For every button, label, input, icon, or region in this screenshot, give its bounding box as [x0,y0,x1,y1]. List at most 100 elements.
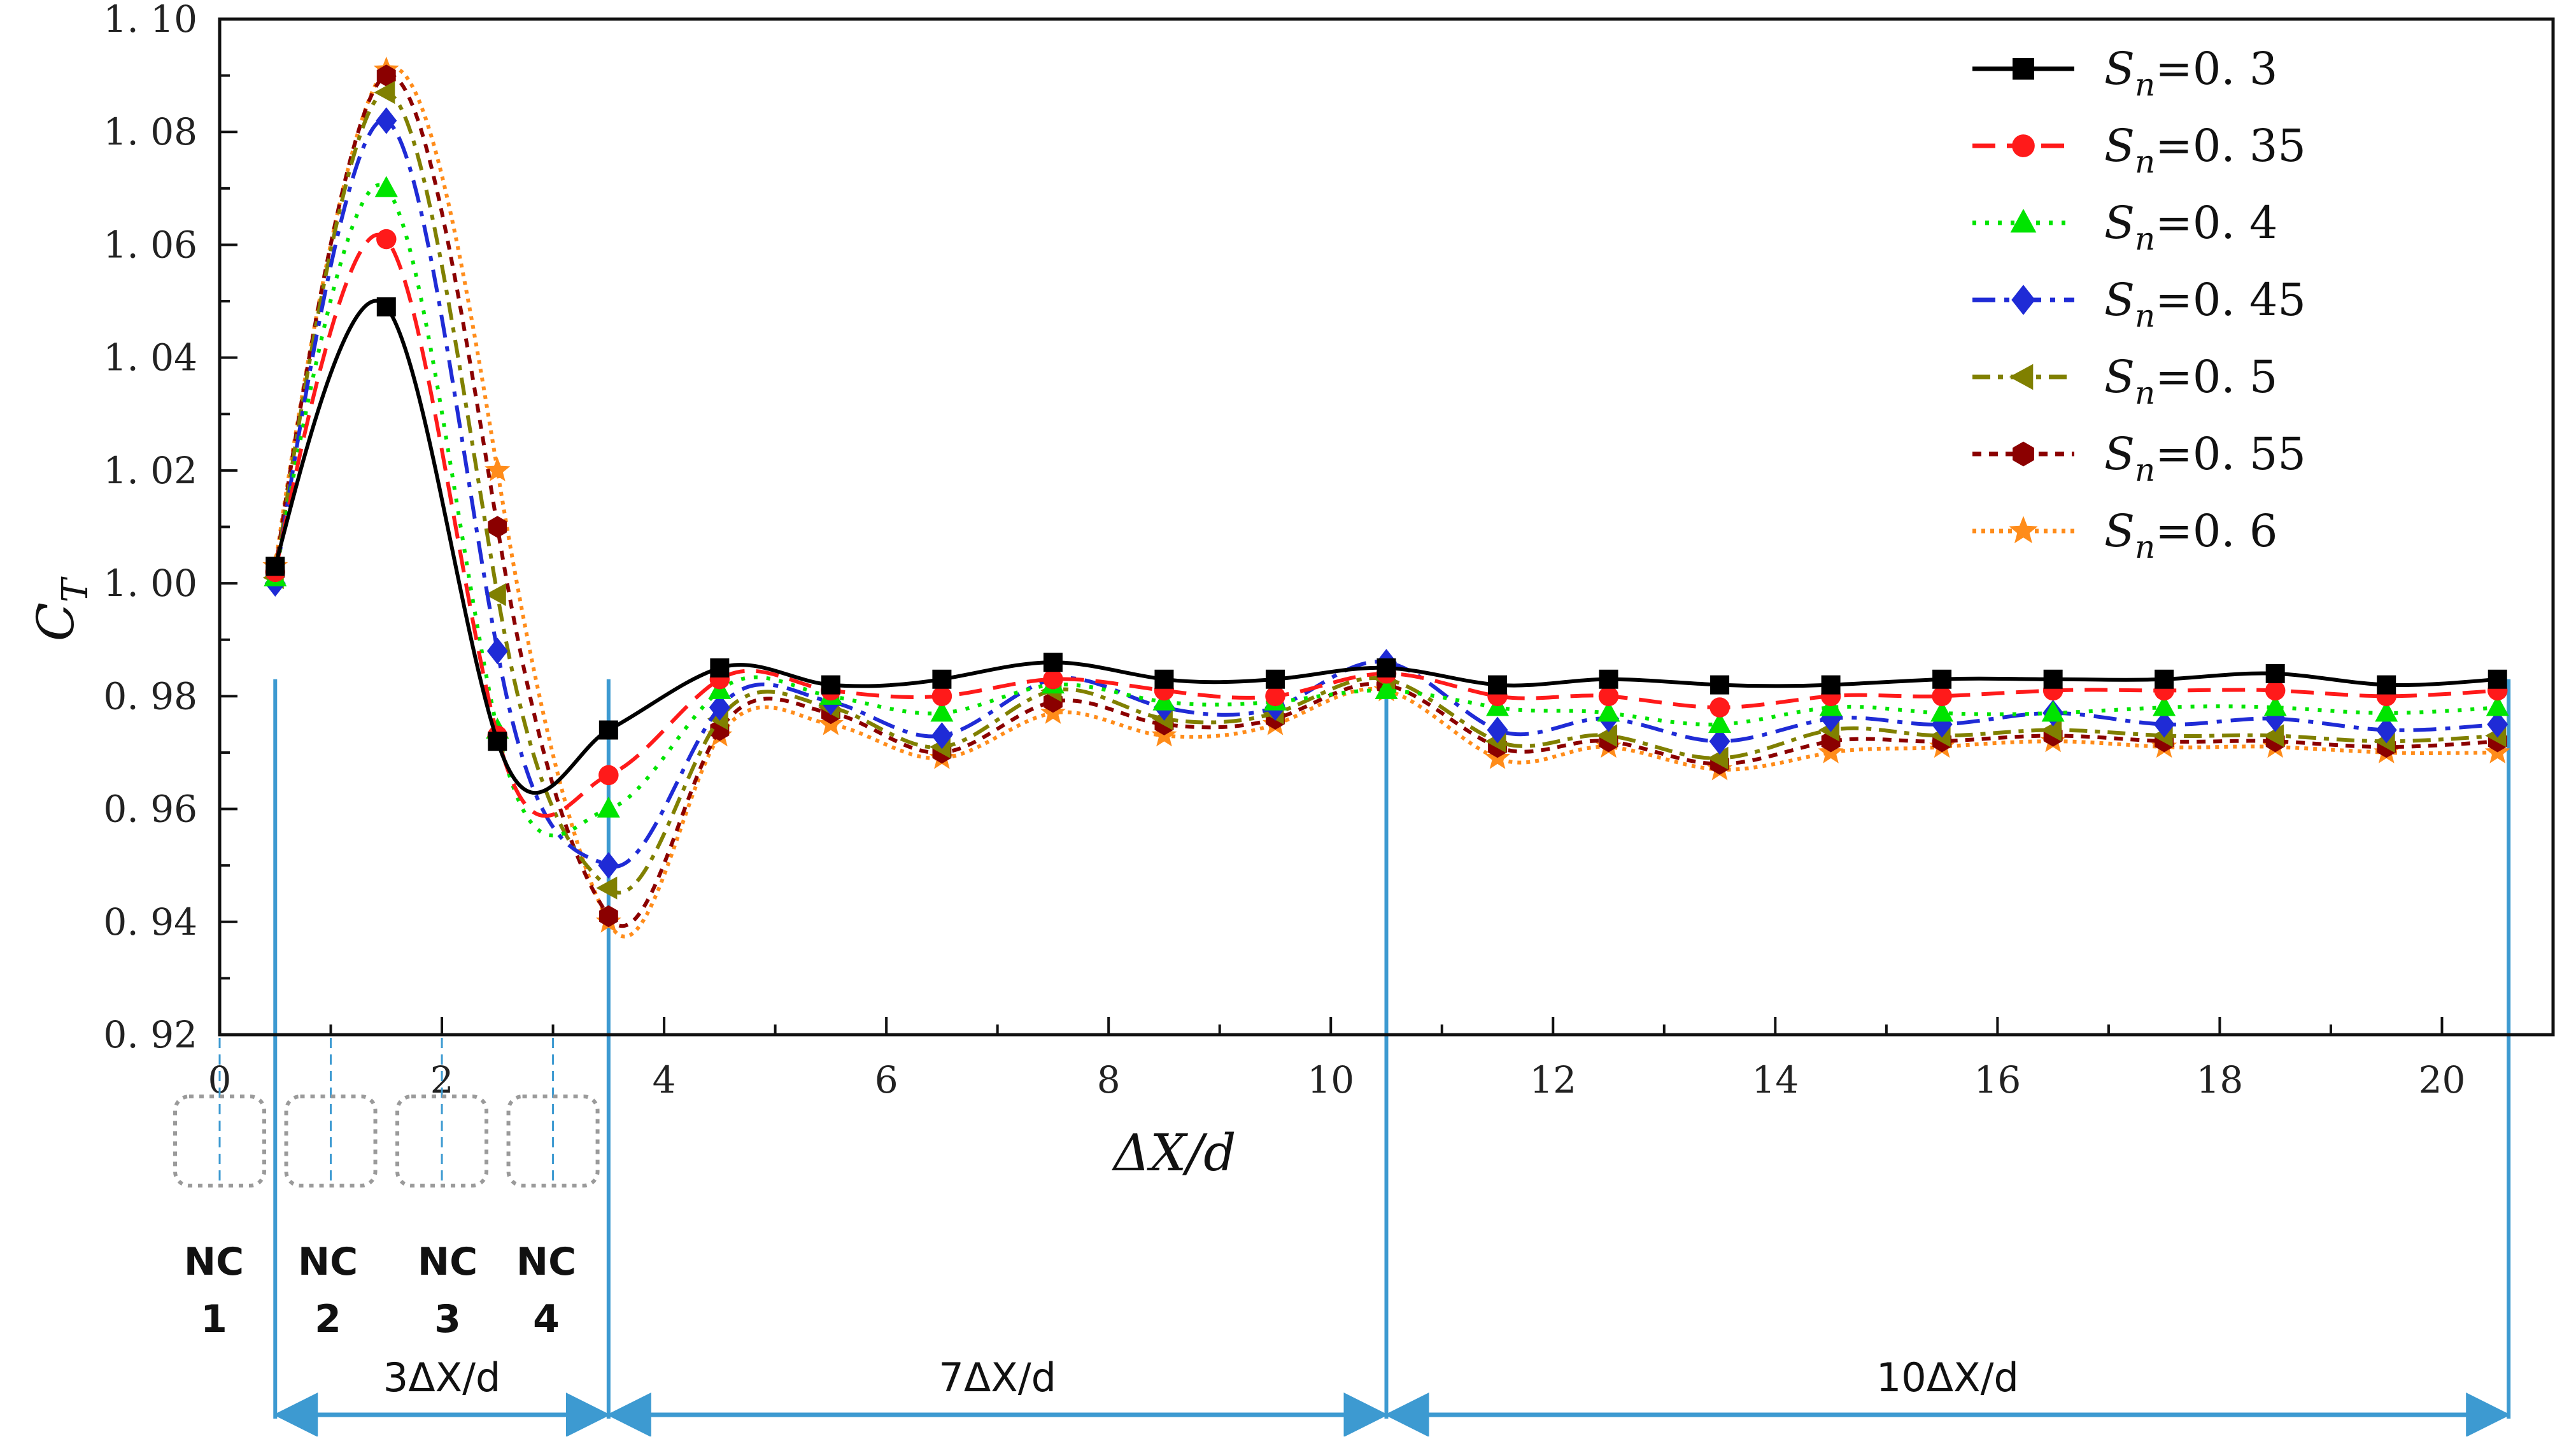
data-point-diamond [2153,711,2175,738]
data-point-diamond [486,637,508,665]
data-point-triangle [2010,208,2037,233]
legend-label-value: =0. 6 [2155,505,2277,557]
data-point-diamond [2011,285,2035,315]
legend-label-subscript: n [2135,220,2155,257]
legend-label-symbol: S [2104,120,2135,172]
legend-label-value: =0. 35 [2155,120,2306,172]
legend-label: Sn=0. 5 [2104,351,2277,411]
data-point-square [710,658,730,678]
legend-label-symbol: S [2104,43,2135,95]
legend-label-symbol: S [2104,351,2135,403]
data-point-square [1710,675,1730,695]
data-point-diamond [2487,711,2509,738]
data-point-triangle-left [374,81,395,104]
data-point-triangle-left [596,876,618,900]
data-point-square [2013,58,2034,80]
data-point-triangle [1597,700,1620,722]
data-point-diamond [1709,728,1730,755]
y-tick-label: 1. 02 [103,449,197,492]
data-point-circle [1709,697,1730,718]
data-point-triangle [2375,700,2398,722]
data-point-square [1154,669,1174,689]
legend-label-symbol: S [2104,197,2135,249]
data-point-square [1599,669,1618,689]
y-tick-label: 1. 08 [103,110,197,153]
y-tick-label: 0. 98 [103,674,197,718]
data-point-square [2377,675,2396,695]
series-line [273,66,2498,939]
legend-label-subscript: n [2135,297,2155,334]
data-point-triangle [2263,695,2287,716]
legend-label: Sn=0. 55 [2104,428,2306,488]
legend-label-value: =0. 5 [2155,351,2277,403]
data-point-triangle [1375,677,1398,699]
data-point-square [2488,669,2507,689]
data-point-diamond [1487,716,1508,744]
legend-label-symbol: S [2104,274,2135,326]
data-point-circle [1598,686,1619,707]
data-point-square [376,297,396,316]
data-point-circle [598,765,619,786]
y-tick-label: 1. 00 [103,562,197,605]
data-point-square [488,732,507,751]
nacelle-box [506,1095,600,1187]
data-point-square [2043,669,2063,689]
data-point-square [1043,653,1063,672]
legend-label-subscript: n [2135,66,2155,103]
nacelle-label-line2: 2 [315,1297,341,1342]
data-point-diamond [376,107,397,134]
legend-label-value: =0. 3 [2155,43,2277,95]
y-tick-label: 0. 92 [103,1013,197,1056]
nacelle-label-line1: NC [418,1240,478,1284]
data-point-triangle [2486,695,2509,716]
y-tick-label: 1. 10 [103,0,197,41]
data-point-hexagon [488,516,507,538]
data-point-square [598,720,618,740]
legend-label: Sn=0. 6 [2104,505,2277,565]
y-axis-title: CT [26,576,96,641]
nacelle-label-line1: NC [516,1240,576,1284]
data-point-triangle-left [1596,724,1618,748]
data-point-circle [2265,680,2286,701]
data-point-square [1265,669,1285,689]
legend-label: Sn=0. 35 [2104,120,2306,180]
nacelle-label-line2: 4 [533,1297,560,1342]
data-point-triangle-left [1707,746,1729,770]
y-tick-label: 0. 96 [103,788,197,831]
nacelle-label-line1: NC [184,1240,244,1284]
data-point-triangle-left [2041,718,2062,742]
nacelle-box [284,1095,378,1187]
region-label: 3ΔX/d [383,1354,501,1401]
data-point-square [1821,675,1841,695]
data-point-triangle [930,700,954,722]
data-point-square [1376,658,1396,678]
data-point-circle [1043,669,1063,690]
x-tick-label: 14 [1752,1058,1799,1102]
data-point-triangle [2041,700,2065,722]
y-axis-title-subscript: T [55,576,96,602]
nacelle-label-line2: 3 [434,1297,461,1342]
data-point-circle [931,686,952,707]
region-label: 7ΔX/d [938,1354,1056,1401]
data-point-circle [1932,686,1952,707]
data-point-diamond [598,852,619,879]
nacelle-box [395,1095,489,1187]
data-point-square [1488,675,1508,695]
legend-label-value: =0. 45 [2155,274,2306,326]
data-point-triangle [1930,700,1954,722]
legend-label-subscript: n [2135,374,2155,411]
x-tick-label: 4 [653,1058,676,1102]
x-tick-label: 16 [1974,1058,2021,1102]
series-group-1 [265,297,2507,795]
y-tick-label: 0. 94 [103,900,197,944]
data-point-diamond [709,694,730,721]
region-label: 10ΔX/d [1876,1354,2019,1401]
data-point-square [2155,669,2174,689]
data-point-circle [376,229,397,250]
legend-label-symbol: S [2104,428,2135,480]
data-point-triangle [374,176,398,197]
legend-label: Sn=0. 45 [2104,274,2306,334]
data-point-square [2265,663,2285,683]
